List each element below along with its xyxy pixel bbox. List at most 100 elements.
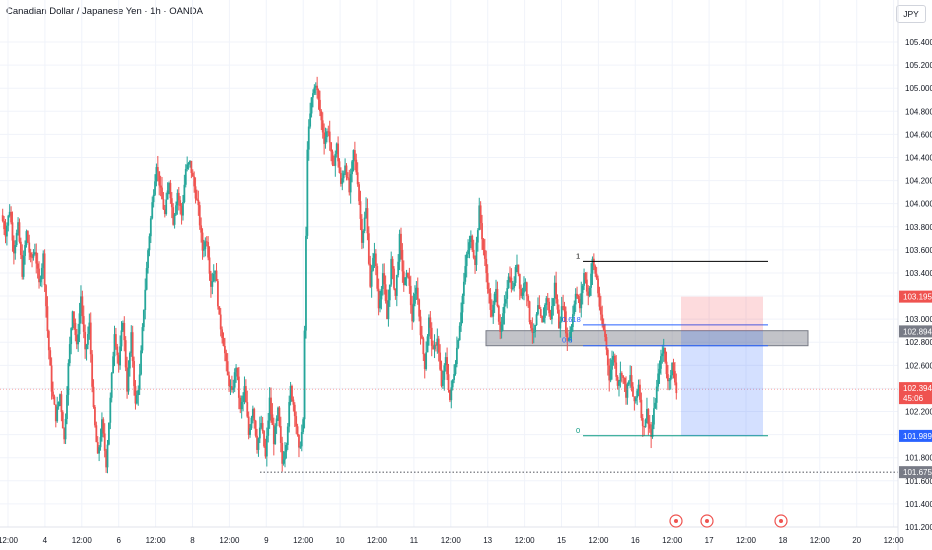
candle-body (341, 178, 344, 184)
candle-body (59, 394, 61, 402)
price-tick-label: 104.000 (905, 200, 932, 209)
candle-body (516, 264, 518, 268)
candle-body (319, 99, 321, 112)
candle-body (196, 198, 198, 200)
event-icons (669, 514, 788, 528)
time-tick-label: 17 (705, 536, 714, 545)
candle-body (163, 209, 166, 215)
candle-body (486, 273, 489, 289)
candle-body (616, 376, 619, 386)
candle-body (78, 313, 81, 335)
candle-body (510, 277, 513, 289)
candle-body (189, 160, 191, 164)
candle-body (237, 376, 240, 398)
candle-body (443, 365, 446, 380)
candle-body (650, 428, 653, 437)
time-tick-label: 6 (116, 536, 121, 545)
candle-body (376, 266, 379, 289)
candle-body (187, 163, 190, 165)
candle-body (134, 386, 137, 404)
fib-level-label: 0 (576, 426, 580, 435)
countdown-label: 45:06 (903, 394, 924, 403)
candle-body (110, 373, 113, 398)
candle-body (239, 397, 242, 410)
candle-body (587, 291, 590, 296)
candle-body (346, 177, 349, 179)
candle-body (664, 347, 667, 362)
candle-body (386, 300, 388, 320)
position-stop-zone (681, 296, 763, 331)
candle-body (342, 173, 345, 179)
candle-body (612, 355, 615, 360)
candle-body (331, 151, 334, 165)
candle-body (130, 332, 133, 353)
candle-body (131, 332, 134, 362)
price-tag-label: 101.989 (903, 432, 932, 441)
candle-body (112, 356, 115, 374)
candle-body (502, 313, 504, 325)
candle-body (391, 258, 394, 269)
price-tick-label: 105.400 (905, 38, 932, 47)
candle-body (541, 316, 544, 323)
candle-body (577, 296, 580, 300)
candle-body (11, 222, 14, 241)
candle-body (74, 322, 77, 336)
candle-body (605, 337, 608, 350)
candle-body (592, 258, 595, 266)
candle-body (35, 252, 38, 264)
price-tick-label: 103.600 (905, 246, 932, 255)
currency-button[interactable]: JPY (896, 5, 926, 23)
candle-body (235, 367, 237, 373)
candles (1, 76, 678, 474)
current-price-tag (899, 382, 932, 405)
candle-body (285, 444, 288, 452)
candle-body (205, 241, 208, 243)
candle-body (108, 422, 110, 445)
price-tick-label: 104.800 (905, 107, 932, 116)
candle-body (236, 367, 239, 377)
candle-body (418, 299, 421, 317)
time-axis: 12:00 4 12:00 6 12:00 8 12:00 9 12:00 10 12:00 11 12… (0, 526, 904, 545)
candle-body (126, 367, 128, 392)
candle-body (254, 420, 257, 436)
candle-body (278, 407, 281, 427)
candle-body (534, 325, 537, 332)
candle-body (655, 386, 658, 403)
symbol-title: Canadian Dollar / Japanese Yen · 1h · OA… (6, 6, 203, 17)
candle-body (355, 159, 358, 173)
candle-body (154, 181, 156, 195)
candle-body (258, 427, 261, 439)
candle-body (70, 328, 73, 345)
time-tick-label: 15 (557, 536, 566, 545)
candle-body (499, 321, 502, 332)
candle-body (447, 374, 450, 390)
candle-body (326, 131, 328, 138)
candle-body (465, 254, 468, 267)
candle-body (490, 309, 493, 317)
candle-body (180, 205, 183, 216)
candle-body (523, 283, 525, 293)
candle-body (552, 298, 555, 307)
candle-body (657, 373, 660, 387)
candle-body (82, 316, 85, 332)
candle-body (246, 402, 249, 417)
candle-body (623, 378, 626, 384)
candle-body (407, 272, 409, 277)
candle-body (595, 273, 598, 279)
candle-body (256, 435, 258, 450)
price-tick-label: 102.200 (905, 408, 932, 417)
candle-body (668, 380, 671, 382)
candle-body (566, 333, 569, 341)
candle-body (377, 288, 380, 309)
candle-body (148, 236, 151, 251)
candle-body (387, 300, 390, 320)
price-tag-label: 103.195 (903, 293, 932, 302)
candle-body (433, 344, 436, 350)
candle-body (67, 363, 70, 395)
candle-body (56, 406, 59, 422)
candle-body (168, 182, 170, 191)
candle-body (518, 273, 521, 289)
price-tick-label: 104.200 (905, 177, 932, 186)
price-tick-label: 101.800 (905, 454, 932, 463)
